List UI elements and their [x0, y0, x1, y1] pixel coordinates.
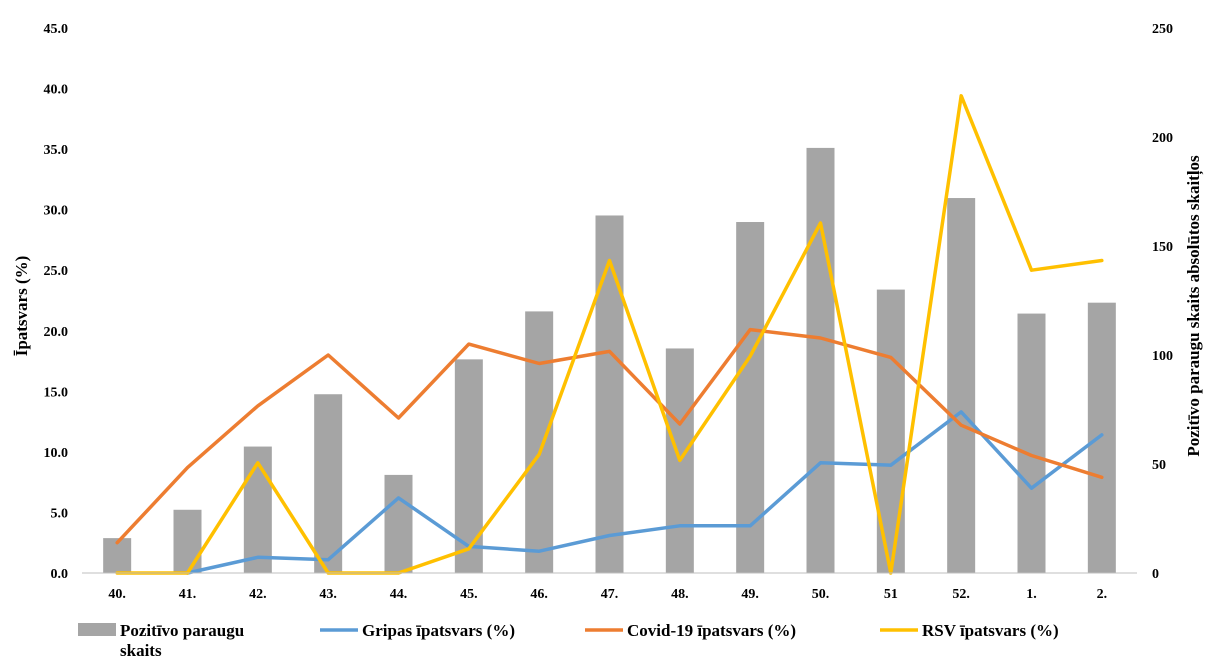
- legend-item-2: Covid-19 īpatsvars (%): [585, 621, 796, 640]
- x-tick-label: 45.: [460, 587, 478, 602]
- y-tick-label: 45.0: [44, 22, 69, 37]
- y-axis-ticks: 0.0 5.0 10.0 15.0 20.0 25.0 30.0 35.0 40.0 45.0: [44, 22, 69, 582]
- legend-label: skaits: [120, 641, 162, 660]
- legend-item-1: Gripas īpatsvars (%): [320, 621, 515, 640]
- x-tick-label: 47.: [601, 587, 619, 602]
- y-axis-title: Īpatsvars (%): [12, 256, 31, 357]
- y-tick-label: 15.0: [44, 385, 69, 400]
- x-axis-ticks: 40. 41. 42. 43. 44. 45. 46. 47. 48. 49. 50. 51 52. 1.…: [108, 587, 1107, 602]
- x-tick-label: 43.: [319, 587, 337, 602]
- x-tick-label: 40.: [108, 587, 126, 602]
- y-tick-label: 40.0: [44, 83, 69, 98]
- y2-tick-label: 200: [1152, 131, 1173, 146]
- bar-12: [947, 198, 976, 574]
- bar-6: [525, 311, 554, 573]
- y2-tick-label: 250: [1152, 22, 1173, 37]
- y-tick-label: 5.0: [51, 506, 69, 521]
- legend-label: Pozitīvo paraugu: [120, 621, 244, 640]
- bar-14: [1087, 302, 1116, 573]
- series-line-1: [185, 410, 1104, 575]
- legend-label: Gripas īpatsvars (%): [362, 621, 515, 640]
- x-tick-label: 2.: [1097, 587, 1108, 602]
- x-tick-label: 51: [884, 587, 898, 602]
- y2-tick-label: 0: [1152, 567, 1159, 582]
- series-line-2: [115, 327, 1104, 545]
- legend-label: RSV īpatsvars (%): [922, 621, 1059, 640]
- y2-axis-ticks: 0 50 100 150 200 250: [1152, 22, 1173, 582]
- y2-tick-label: 100: [1152, 349, 1173, 364]
- bar-7: [595, 215, 624, 574]
- y-tick-label: 25.0: [44, 264, 69, 279]
- x-tick-label: 46.: [530, 587, 548, 602]
- bar-10: [806, 147, 835, 573]
- x-tick-label: 48.: [671, 587, 689, 602]
- x-tick-label: 1.: [1026, 587, 1037, 602]
- x-tick-label: 50.: [812, 587, 830, 602]
- y-tick-label: 30.0: [44, 204, 69, 219]
- bar-2: [243, 446, 272, 573]
- y2-tick-label: 50: [1152, 458, 1166, 473]
- bar-13: [1017, 313, 1046, 573]
- y2-axis-title: Pozitīvo paraugu skaits absolūtos skaitļ…: [1184, 155, 1204, 457]
- bar-4: [384, 474, 413, 573]
- legend-item-3: RSV īpatsvars (%): [880, 621, 1059, 640]
- bar-1: [173, 509, 202, 573]
- legend-swatch: [78, 623, 116, 636]
- x-tick-label: 42.: [249, 587, 267, 602]
- legend-label: Covid-19 īpatsvars (%): [627, 621, 796, 640]
- y-tick-label: 0.0: [51, 567, 69, 582]
- y-tick-label: 20.0: [44, 325, 69, 340]
- y-tick-label: 10.0: [44, 446, 69, 461]
- bar-3: [314, 394, 343, 573]
- bar-9: [736, 222, 765, 573]
- lines-layer: [115, 94, 1104, 575]
- x-tick-label: 49.: [741, 587, 759, 602]
- y2-tick-label: 150: [1152, 240, 1173, 255]
- x-tick-label: 52.: [952, 587, 970, 602]
- series-line-3: [115, 94, 1104, 575]
- y-tick-label: 35.0: [44, 143, 69, 158]
- x-tick-label: 41.: [179, 587, 197, 602]
- x-tick-label: 44.: [390, 587, 408, 602]
- bars-layer: [103, 147, 1116, 574]
